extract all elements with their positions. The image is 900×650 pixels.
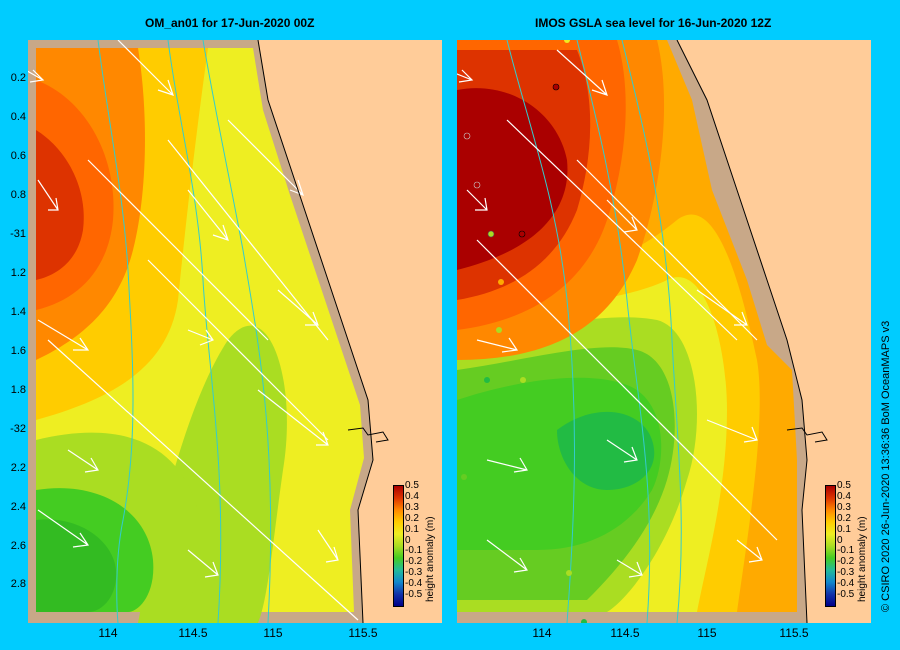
y-label: 1.8 [10, 384, 26, 396]
copyright-credit: © CSIRO 2020 26-Jun-2020 13:36:36 BoM Oc… [880, 320, 892, 612]
colorbar-tick: 0.2 [405, 512, 419, 524]
x-label: 114 [532, 626, 552, 640]
x-label: 114.5 [610, 626, 640, 640]
colorbar-tick: -0.3 [837, 567, 855, 579]
colorbar-tick: 0.3 [837, 501, 851, 513]
colorbar-tick: 0.4 [405, 490, 419, 502]
x-label: 115 [263, 626, 283, 640]
y-label: 2.4 [10, 501, 26, 513]
y-label: 2.2 [10, 462, 26, 474]
colorbar-tick: 0 [837, 534, 843, 546]
left-x-axis-labels: 114 114.5 115 115.5 [28, 626, 442, 646]
y-label: 1.2 [10, 267, 26, 279]
y-label: 2.8 [10, 578, 26, 590]
right-colorbar [825, 485, 836, 607]
colorbar-tick: 0.1 [837, 523, 851, 535]
left-anomaly-map [28, 40, 389, 623]
left-colorbar [393, 485, 404, 607]
right-colorbar-ticks: 0.5 0.4 0.3 0.2 0.1 0 -0.1 -0.2 -0.3 -0.… [837, 480, 855, 601]
velocity-arrows [457, 49, 778, 578]
colorbar-tick: -0.5 [405, 589, 423, 601]
y-label: 0.6 [10, 150, 26, 162]
colorbar-tick: -0.1 [405, 545, 423, 557]
right-x-axis-labels: 114 114.5 115 115.5 [457, 626, 871, 646]
colorbar-tick: -0.2 [405, 556, 423, 568]
colorbar-tick: -0.2 [837, 556, 855, 568]
colorbar-tick: -0.5 [837, 589, 855, 601]
y-label: 1.4 [10, 306, 26, 318]
colorbar-tick: -0.4 [405, 578, 423, 590]
y-label: 0.8 [10, 189, 26, 201]
colorbar-tick: 0.4 [837, 490, 851, 502]
colorbar-tick: 0.5 [405, 480, 419, 491]
y-label: 1.6 [10, 345, 26, 357]
velocity-arrows [28, 40, 359, 621]
left-map-title: OM_an01 for 17-Jun-2020 00Z [145, 16, 315, 30]
x-label: 114.5 [178, 626, 208, 640]
y-label: -32 [10, 423, 26, 435]
right-colorbar-unit: height anomaly (m) [857, 516, 868, 602]
right-map-panel [457, 40, 871, 623]
left-map-panel [28, 40, 442, 623]
y-label: 0.4 [10, 111, 26, 123]
colorbar-tick: 0.5 [837, 480, 851, 491]
observation-points [461, 40, 587, 623]
colorbar-tick: 0.2 [837, 512, 851, 524]
right-map-title: IMOS GSLA sea level for 16-Jun-2020 12Z [535, 16, 772, 30]
x-label: 115 [697, 626, 717, 640]
y-label: 2.6 [10, 540, 26, 552]
x-label: 115.5 [779, 626, 809, 640]
right-anomaly-map [457, 40, 828, 623]
colorbar-tick: -0.1 [837, 545, 855, 557]
colorbar-tick: -0.3 [405, 567, 423, 579]
y-axis-labels: 0.2 0.4 0.6 0.8 -31 1.2 1.4 1.6 1.8 -32 … [0, 40, 28, 623]
colorbar-tick: 0 [405, 534, 411, 546]
y-label: -31 [10, 228, 26, 240]
colorbar-tick: -0.4 [837, 578, 855, 590]
colorbar-tick: 0.3 [405, 501, 419, 513]
x-label: 114 [98, 626, 118, 640]
colorbar-tick: 0.1 [405, 523, 419, 535]
x-label: 115.5 [348, 626, 378, 640]
left-colorbar-ticks: 0.5 0.4 0.3 0.2 0.1 0 -0.1 -0.2 -0.3 -0.… [405, 480, 423, 601]
left-colorbar-unit: height anomaly (m) [425, 516, 436, 602]
y-label: 0.2 [10, 72, 26, 84]
